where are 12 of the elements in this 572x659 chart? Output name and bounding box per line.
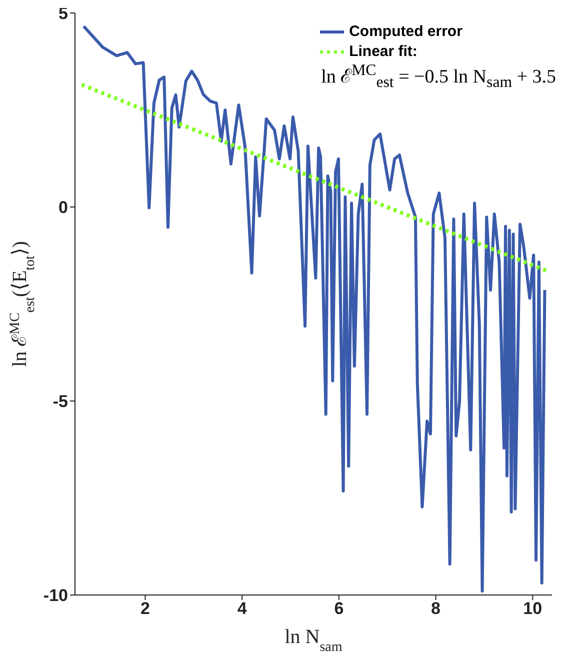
x-tick-label: 6 bbox=[334, 599, 344, 618]
y-tick-label: 0 bbox=[58, 198, 68, 218]
x-axis-title: ln N$_{sam}$ bbox=[284, 626, 342, 654]
annotation: ln ℰ$^{MC}$$_{est}$ = −0.5 ln N$_{sam}$ + 3.5 bbox=[321, 62, 556, 92]
x-tick-label: 8 bbox=[431, 599, 441, 618]
x-tick-label: 10 bbox=[523, 599, 542, 618]
y-tick-label: -10 bbox=[43, 586, 68, 606]
x-tick-label: 2 bbox=[140, 599, 150, 618]
x-tick-label: 4 bbox=[237, 599, 248, 618]
legend-label: Computed error bbox=[349, 22, 462, 42]
legend-label: Linear fit: bbox=[349, 42, 418, 62]
y-tick-label: -5 bbox=[52, 392, 68, 412]
